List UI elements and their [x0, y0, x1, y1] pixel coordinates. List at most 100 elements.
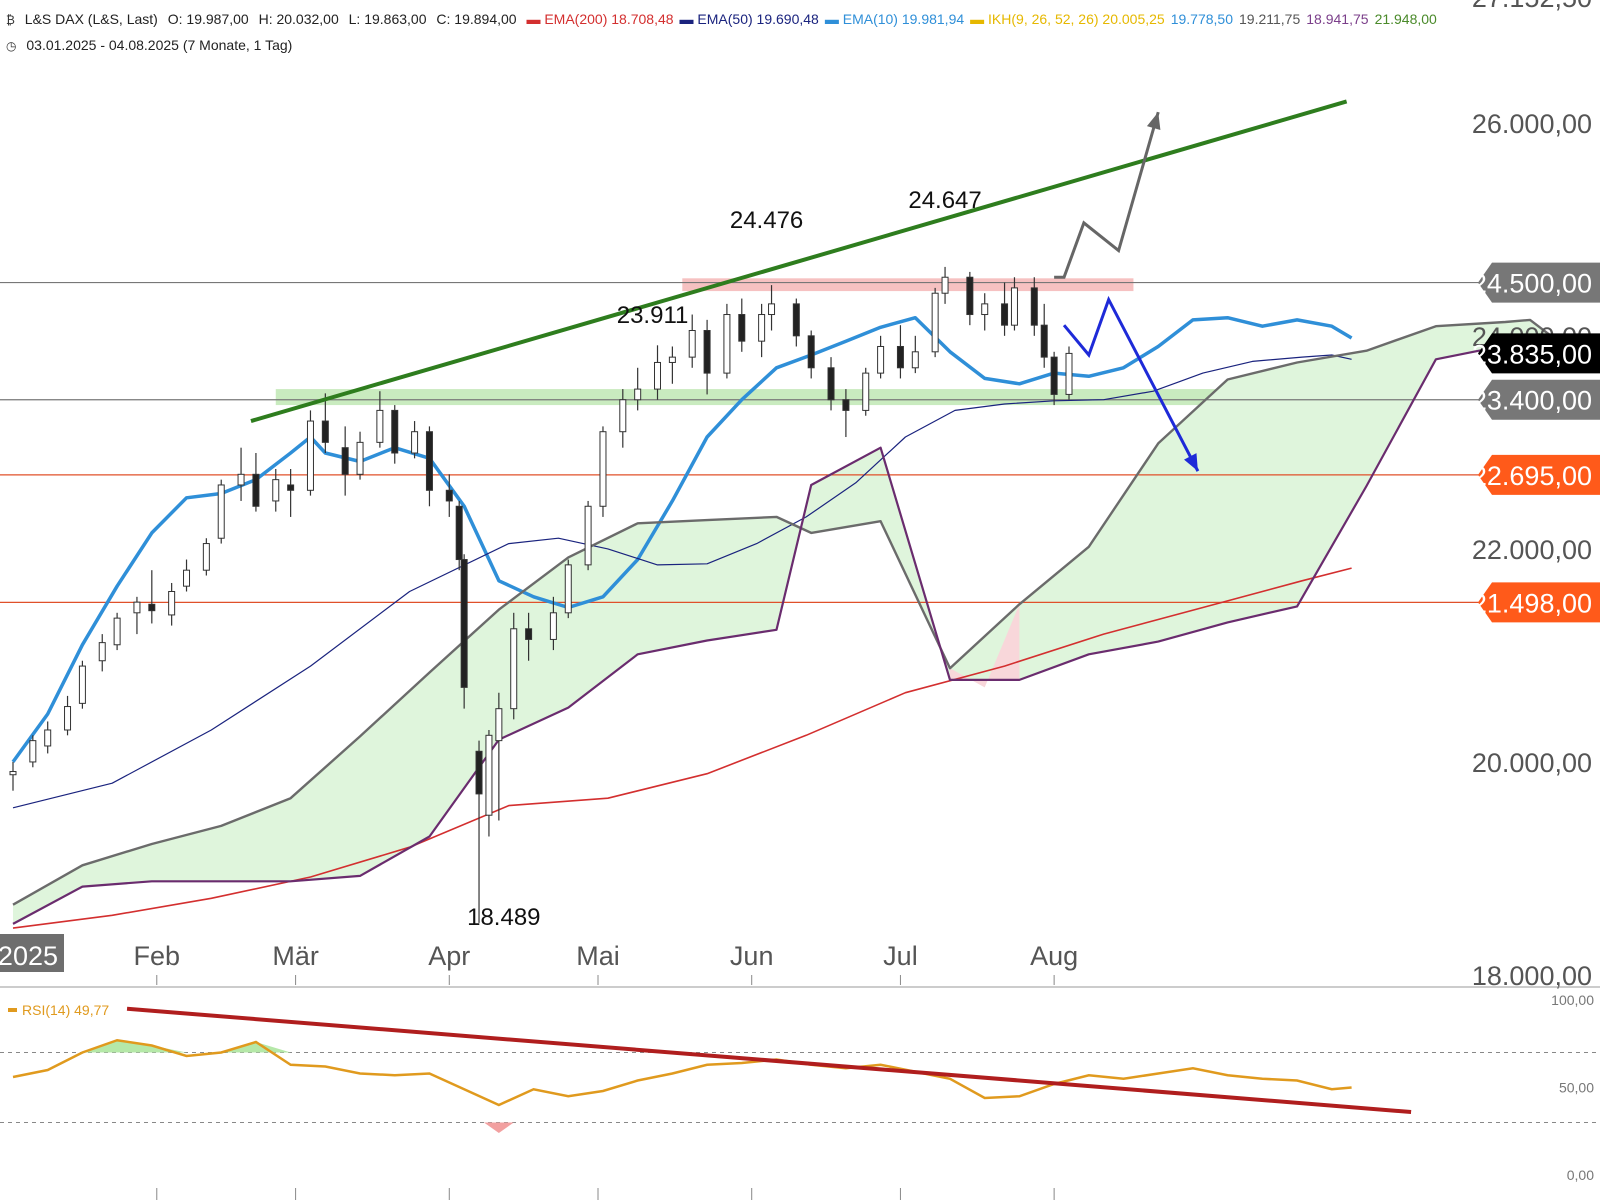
price-annotation: 24.647	[908, 187, 981, 214]
candle-body	[941, 276, 949, 294]
price-badge-label: 21.498,00	[1472, 588, 1592, 618]
y-tick-label: 20.000,00	[1472, 748, 1592, 778]
rsi-y-tick-label: 100,00	[1551, 992, 1594, 1008]
zone-resistance	[682, 278, 1134, 292]
candle	[1001, 282, 1009, 336]
x-tick-label: Mär	[272, 941, 319, 971]
candle	[510, 612, 518, 720]
candle	[599, 426, 607, 517]
candle	[460, 554, 468, 709]
candle-body	[98, 642, 106, 662]
candle-body	[237, 473, 245, 486]
x-tick-label: Aug	[1030, 941, 1078, 971]
ikh-value-1: 19.211,75	[1239, 11, 1301, 27]
candle-body	[29, 740, 37, 763]
candle-body	[1065, 352, 1073, 395]
rsi-y-tick-label: 0,00	[1567, 1167, 1594, 1183]
chart-header: ₿ L&S DAX (L&S, Last) O: 19.987,00 H: 20…	[6, 11, 1449, 27]
candle-body	[1040, 324, 1048, 358]
candle	[475, 740, 483, 923]
candle	[495, 692, 503, 821]
candle	[1040, 303, 1048, 368]
candle-body	[9, 771, 17, 776]
candle	[941, 266, 949, 304]
candle-body	[1010, 287, 1018, 326]
candle-body	[525, 628, 533, 640]
y-tick-label: 22.000,00	[1472, 535, 1592, 565]
price-badge-label: 22.695,00	[1472, 461, 1592, 491]
candle-body	[966, 276, 974, 316]
candle	[356, 431, 364, 480]
indicator-legend: ▬ EMA(200) 18.708,48 ▬ EMA(50) 19.690,48 ▬…	[526, 11, 1442, 27]
price-annotation: 18.489	[467, 904, 540, 931]
period-row: ◷ 03.01.2025 - 04.08.2025 (7 Monate, 1 T…	[6, 37, 298, 53]
clock-icon: ◷	[6, 39, 17, 53]
chart-symbol-icon: ₿	[6, 13, 15, 27]
price-badge-bg	[1478, 379, 1600, 420]
candle	[634, 367, 642, 411]
candle-body	[827, 367, 835, 401]
candle	[341, 426, 349, 496]
candle-body	[510, 628, 518, 710]
rsi-legend-swatch	[8, 1008, 17, 1012]
candle	[321, 393, 329, 454]
candle	[911, 335, 919, 374]
price-badge: 22.695,00	[1472, 454, 1600, 495]
ikh-value-0: 19.778,50	[1170, 11, 1234, 27]
candle	[768, 285, 776, 331]
y-tick-top-cut: 27.152,50	[1472, 0, 1592, 13]
candle	[896, 325, 904, 379]
x-tick-highlight-bg	[0, 934, 64, 972]
candle	[668, 346, 676, 384]
candle-body	[425, 431, 433, 491]
candle	[877, 335, 885, 379]
candle-body	[306, 420, 314, 491]
candle	[654, 345, 662, 400]
candle-body	[148, 603, 156, 612]
candle-body	[460, 559, 468, 688]
candle-body	[411, 431, 419, 454]
candle-body	[495, 708, 503, 742]
candle	[485, 729, 493, 837]
candle-body	[78, 665, 86, 704]
candle-body	[475, 750, 483, 795]
uptrend-line	[250, 99, 1348, 423]
price-annotation: 24.476	[730, 207, 803, 234]
candle	[981, 293, 989, 331]
candle-body	[758, 314, 766, 342]
candle	[1065, 346, 1073, 400]
candle-body	[64, 706, 72, 731]
candle	[425, 426, 433, 507]
ohlc-close: C: 19.894,00	[436, 11, 517, 27]
candle	[1030, 277, 1038, 336]
candle-body	[321, 420, 329, 443]
price-badge: 24.500,00	[1472, 262, 1600, 303]
rsi-label: RSI(14) 49,77	[22, 1002, 109, 1018]
candle	[29, 735, 37, 768]
candle-body	[877, 345, 885, 374]
candle	[217, 479, 225, 544]
candle-body	[981, 303, 989, 316]
candle-body	[599, 431, 607, 507]
candle	[391, 405, 399, 464]
candle-body	[168, 590, 176, 616]
price-badge-label: 23.835,00	[1472, 339, 1592, 369]
candle-body	[252, 473, 260, 507]
ohlc-low: L: 19.863,00	[348, 11, 427, 27]
legend-item-2: ▬ EMA(10) 19.981,94	[824, 11, 965, 27]
candle-body	[654, 361, 662, 390]
rsi-oversold-fill	[483, 1122, 514, 1133]
candle-body	[807, 335, 815, 369]
price-annotation: 23.911	[617, 302, 689, 329]
candle	[252, 453, 260, 512]
price-badge-bg	[1478, 262, 1600, 303]
candle	[723, 303, 731, 379]
candle	[306, 410, 314, 496]
candle-body	[723, 314, 731, 374]
ikh-value-3: 21.948,00	[1374, 11, 1437, 27]
candle	[758, 303, 766, 358]
candle-body	[183, 569, 191, 587]
legend-item-0: ▬ EMA(200) 18.708,48	[526, 11, 674, 27]
candle	[202, 538, 210, 576]
